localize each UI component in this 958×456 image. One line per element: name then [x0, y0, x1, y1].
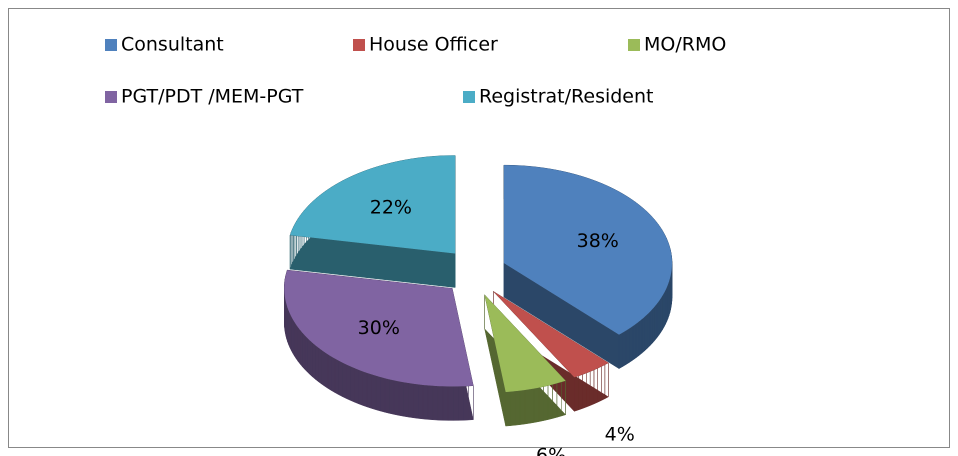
chart-border	[8, 8, 950, 448]
legend-swatch	[628, 39, 640, 51]
legend-swatch	[105, 39, 117, 51]
legend-label: Registrat/Resident	[479, 86, 654, 108]
data-label: 4%	[605, 423, 635, 445]
legend-swatch	[353, 39, 365, 51]
slice	[504, 165, 672, 335]
legend-swatch	[105, 91, 117, 103]
data-label: 22%	[370, 197, 412, 219]
data-label: 38%	[577, 230, 619, 252]
data-label: 6%	[536, 445, 566, 456]
legend-label: PGT/PDT /MEM-PGT	[121, 86, 304, 108]
slice	[493, 291, 609, 378]
legend-label: MO/RMO	[644, 34, 726, 56]
legend-label: Consultant	[121, 34, 224, 56]
slice	[284, 270, 474, 387]
slice	[290, 155, 456, 254]
legend-label: House Officer	[369, 34, 498, 56]
slice	[484, 294, 566, 393]
legend-swatch	[463, 91, 475, 103]
data-label: 30%	[358, 317, 400, 339]
